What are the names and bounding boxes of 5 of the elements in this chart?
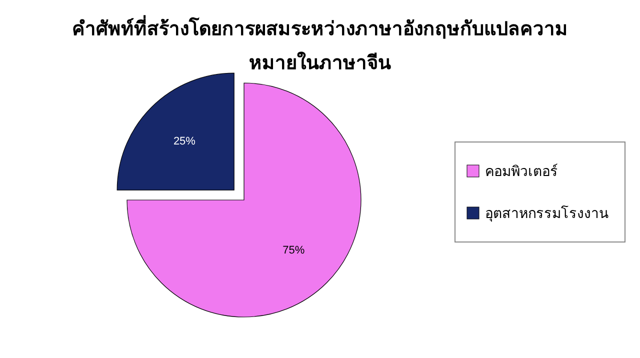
chart-title: คำศัพท์ที่สร้างโดยการผสมระหว่างภาษาอังกฤษกับแปลความหมายในภาษาจีน [71, 14, 569, 76]
data-label: 75% [282, 244, 305, 257]
legend-label: คอมพิวเตอร์ [485, 163, 558, 180]
data-label: 25% [173, 135, 196, 148]
legend-label: อุตสาหกรรมโรงงาน [485, 205, 609, 222]
